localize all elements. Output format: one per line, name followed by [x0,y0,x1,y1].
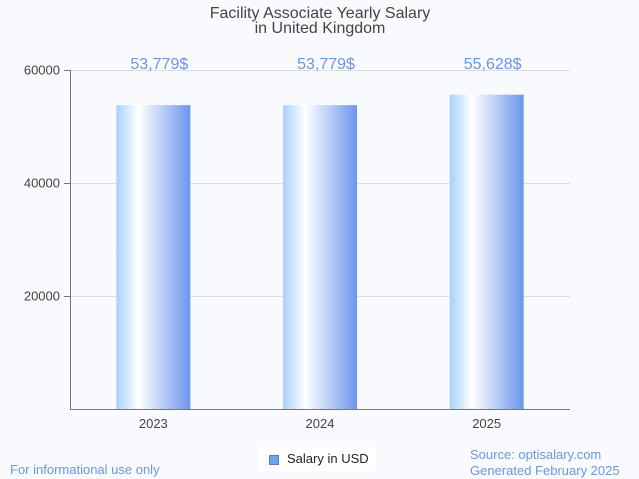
bar-chart: Facility Associate Yearly Salary in Unit… [24,5,570,431]
x-tick-label: 2023 [139,416,168,431]
x-tick-label: 2025 [472,416,501,431]
source-text: Source: optisalary.com [470,447,602,462]
generated-text: Generated February 2025 [470,463,620,478]
data-label: 53,779$ [130,56,188,73]
data-label: 53,779$ [297,56,355,73]
x-tick-label: 2024 [306,416,335,431]
bar [449,94,524,410]
bar [283,105,357,409]
bar [116,105,191,409]
chart-title: Facility Associate Yearly Salary [210,5,431,22]
source-info: Source: optisalary.com Generated Februar… [470,447,620,479]
chart-subtitle: in United Kingdom [255,20,386,37]
y-tick-label: 20000 [24,289,60,304]
y-tick-label: 60000 [24,63,60,78]
legend-label: Salary in USD [287,451,369,466]
disclaimer: For informational use only [10,462,160,477]
legend-swatch [269,455,279,465]
y-tick-label: 40000 [24,176,60,191]
legend: Salary in USD [258,447,376,471]
data-label: 55,628$ [464,56,522,73]
